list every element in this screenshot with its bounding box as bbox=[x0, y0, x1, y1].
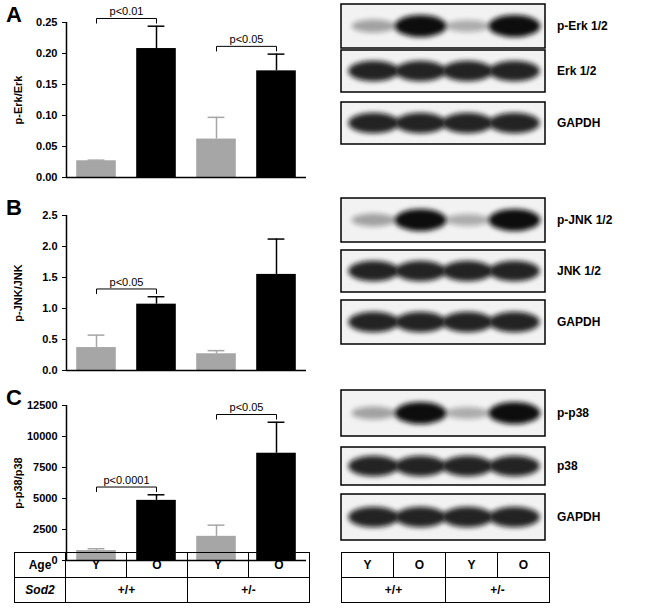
svg-text:p<0.0001: p<0.0001 bbox=[103, 474, 149, 486]
html-text:O: O bbox=[414, 558, 425, 572]
html-text:Y: Y bbox=[363, 558, 372, 572]
html-text:Sod2: Sod2 bbox=[25, 583, 55, 597]
html-text:A: A bbox=[6, 2, 22, 27]
html-text:B: B bbox=[6, 195, 22, 220]
svg-text:p<0.05: p<0.05 bbox=[230, 33, 264, 45]
svg-text:0.10: 0.10 bbox=[36, 109, 57, 121]
svg-text:1.0: 1.0 bbox=[42, 302, 57, 314]
svg-text:p-JNK 1/2: p-JNK 1/2 bbox=[557, 213, 613, 227]
svg-text:10000: 10000 bbox=[27, 430, 58, 442]
svg-text:0.25: 0.25 bbox=[36, 16, 57, 28]
svg-text:p-Erk/Erk: p-Erk/Erk bbox=[12, 75, 24, 125]
svg-text:p-p38: p-p38 bbox=[557, 406, 589, 420]
svg-text:p<0.01: p<0.01 bbox=[110, 5, 144, 17]
svg-text:0.00: 0.00 bbox=[36, 171, 57, 183]
svg-text:5000: 5000 bbox=[33, 492, 57, 504]
svg-text:12500: 12500 bbox=[27, 399, 58, 411]
svg-text:GAPDH: GAPDH bbox=[557, 116, 600, 130]
svg-text:p-p38/p38: p-p38/p38 bbox=[12, 457, 24, 508]
svg-text:GAPDH: GAPDH bbox=[557, 315, 600, 329]
svg-text:2.0: 2.0 bbox=[42, 240, 57, 252]
svg-text:0.15: 0.15 bbox=[36, 78, 57, 90]
svg-text:7500: 7500 bbox=[33, 461, 57, 473]
svg-text:0.20: 0.20 bbox=[36, 47, 57, 59]
svg-text:1.5: 1.5 bbox=[42, 271, 57, 283]
svg-text:p38: p38 bbox=[557, 459, 578, 473]
html-text:O: O bbox=[152, 558, 162, 572]
svg-text:GAPDH: GAPDH bbox=[557, 510, 600, 524]
svg-text:p-JNK/JNK: p-JNK/JNK bbox=[12, 264, 24, 322]
svg-text:p<0.05: p<0.05 bbox=[110, 276, 144, 288]
html-text:Age: Age bbox=[28, 558, 52, 572]
svg-text:2500: 2500 bbox=[33, 523, 57, 535]
svg-text:Erk 1/2: Erk 1/2 bbox=[557, 64, 597, 78]
svg-text:0: 0 bbox=[51, 554, 57, 566]
svg-text:0.05: 0.05 bbox=[36, 140, 57, 152]
svg-text:JNK 1/2: JNK 1/2 bbox=[557, 264, 601, 278]
html-text:Y: Y bbox=[467, 558, 476, 572]
svg-text:0.5: 0.5 bbox=[42, 333, 57, 345]
html-text:C: C bbox=[6, 385, 22, 410]
svg-text:p-Erk 1/2: p-Erk 1/2 bbox=[557, 19, 608, 33]
html-text:O: O bbox=[518, 558, 529, 572]
html-text:Y: Y bbox=[92, 558, 100, 572]
html-text:O: O bbox=[274, 558, 284, 572]
svg-text:p<0.05: p<0.05 bbox=[230, 401, 264, 413]
svg-text:0.0: 0.0 bbox=[42, 364, 57, 376]
html-text:Y: Y bbox=[214, 558, 222, 572]
svg-text:2.5: 2.5 bbox=[42, 209, 57, 221]
